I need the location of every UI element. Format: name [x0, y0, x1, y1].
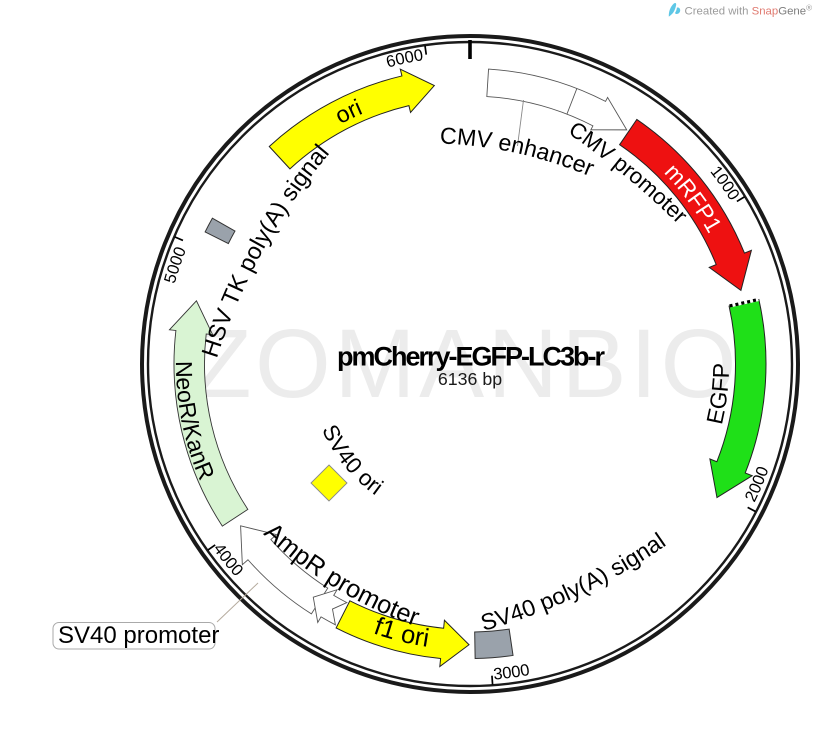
svg-text:6136 bp: 6136 bp: [438, 369, 502, 389]
svg-text:pmCherry-EGFP-LC3b-r: pmCherry-EGFP-LC3b-r: [337, 342, 606, 372]
svg-text:3000: 3000: [493, 661, 531, 684]
svg-text:SV40 promoter: SV40 promoter: [58, 622, 219, 649]
svg-text:Created with SnapGene®: Created with SnapGene®: [685, 4, 813, 18]
svg-text:ZOMANBIO: ZOMANBIO: [192, 309, 740, 418]
